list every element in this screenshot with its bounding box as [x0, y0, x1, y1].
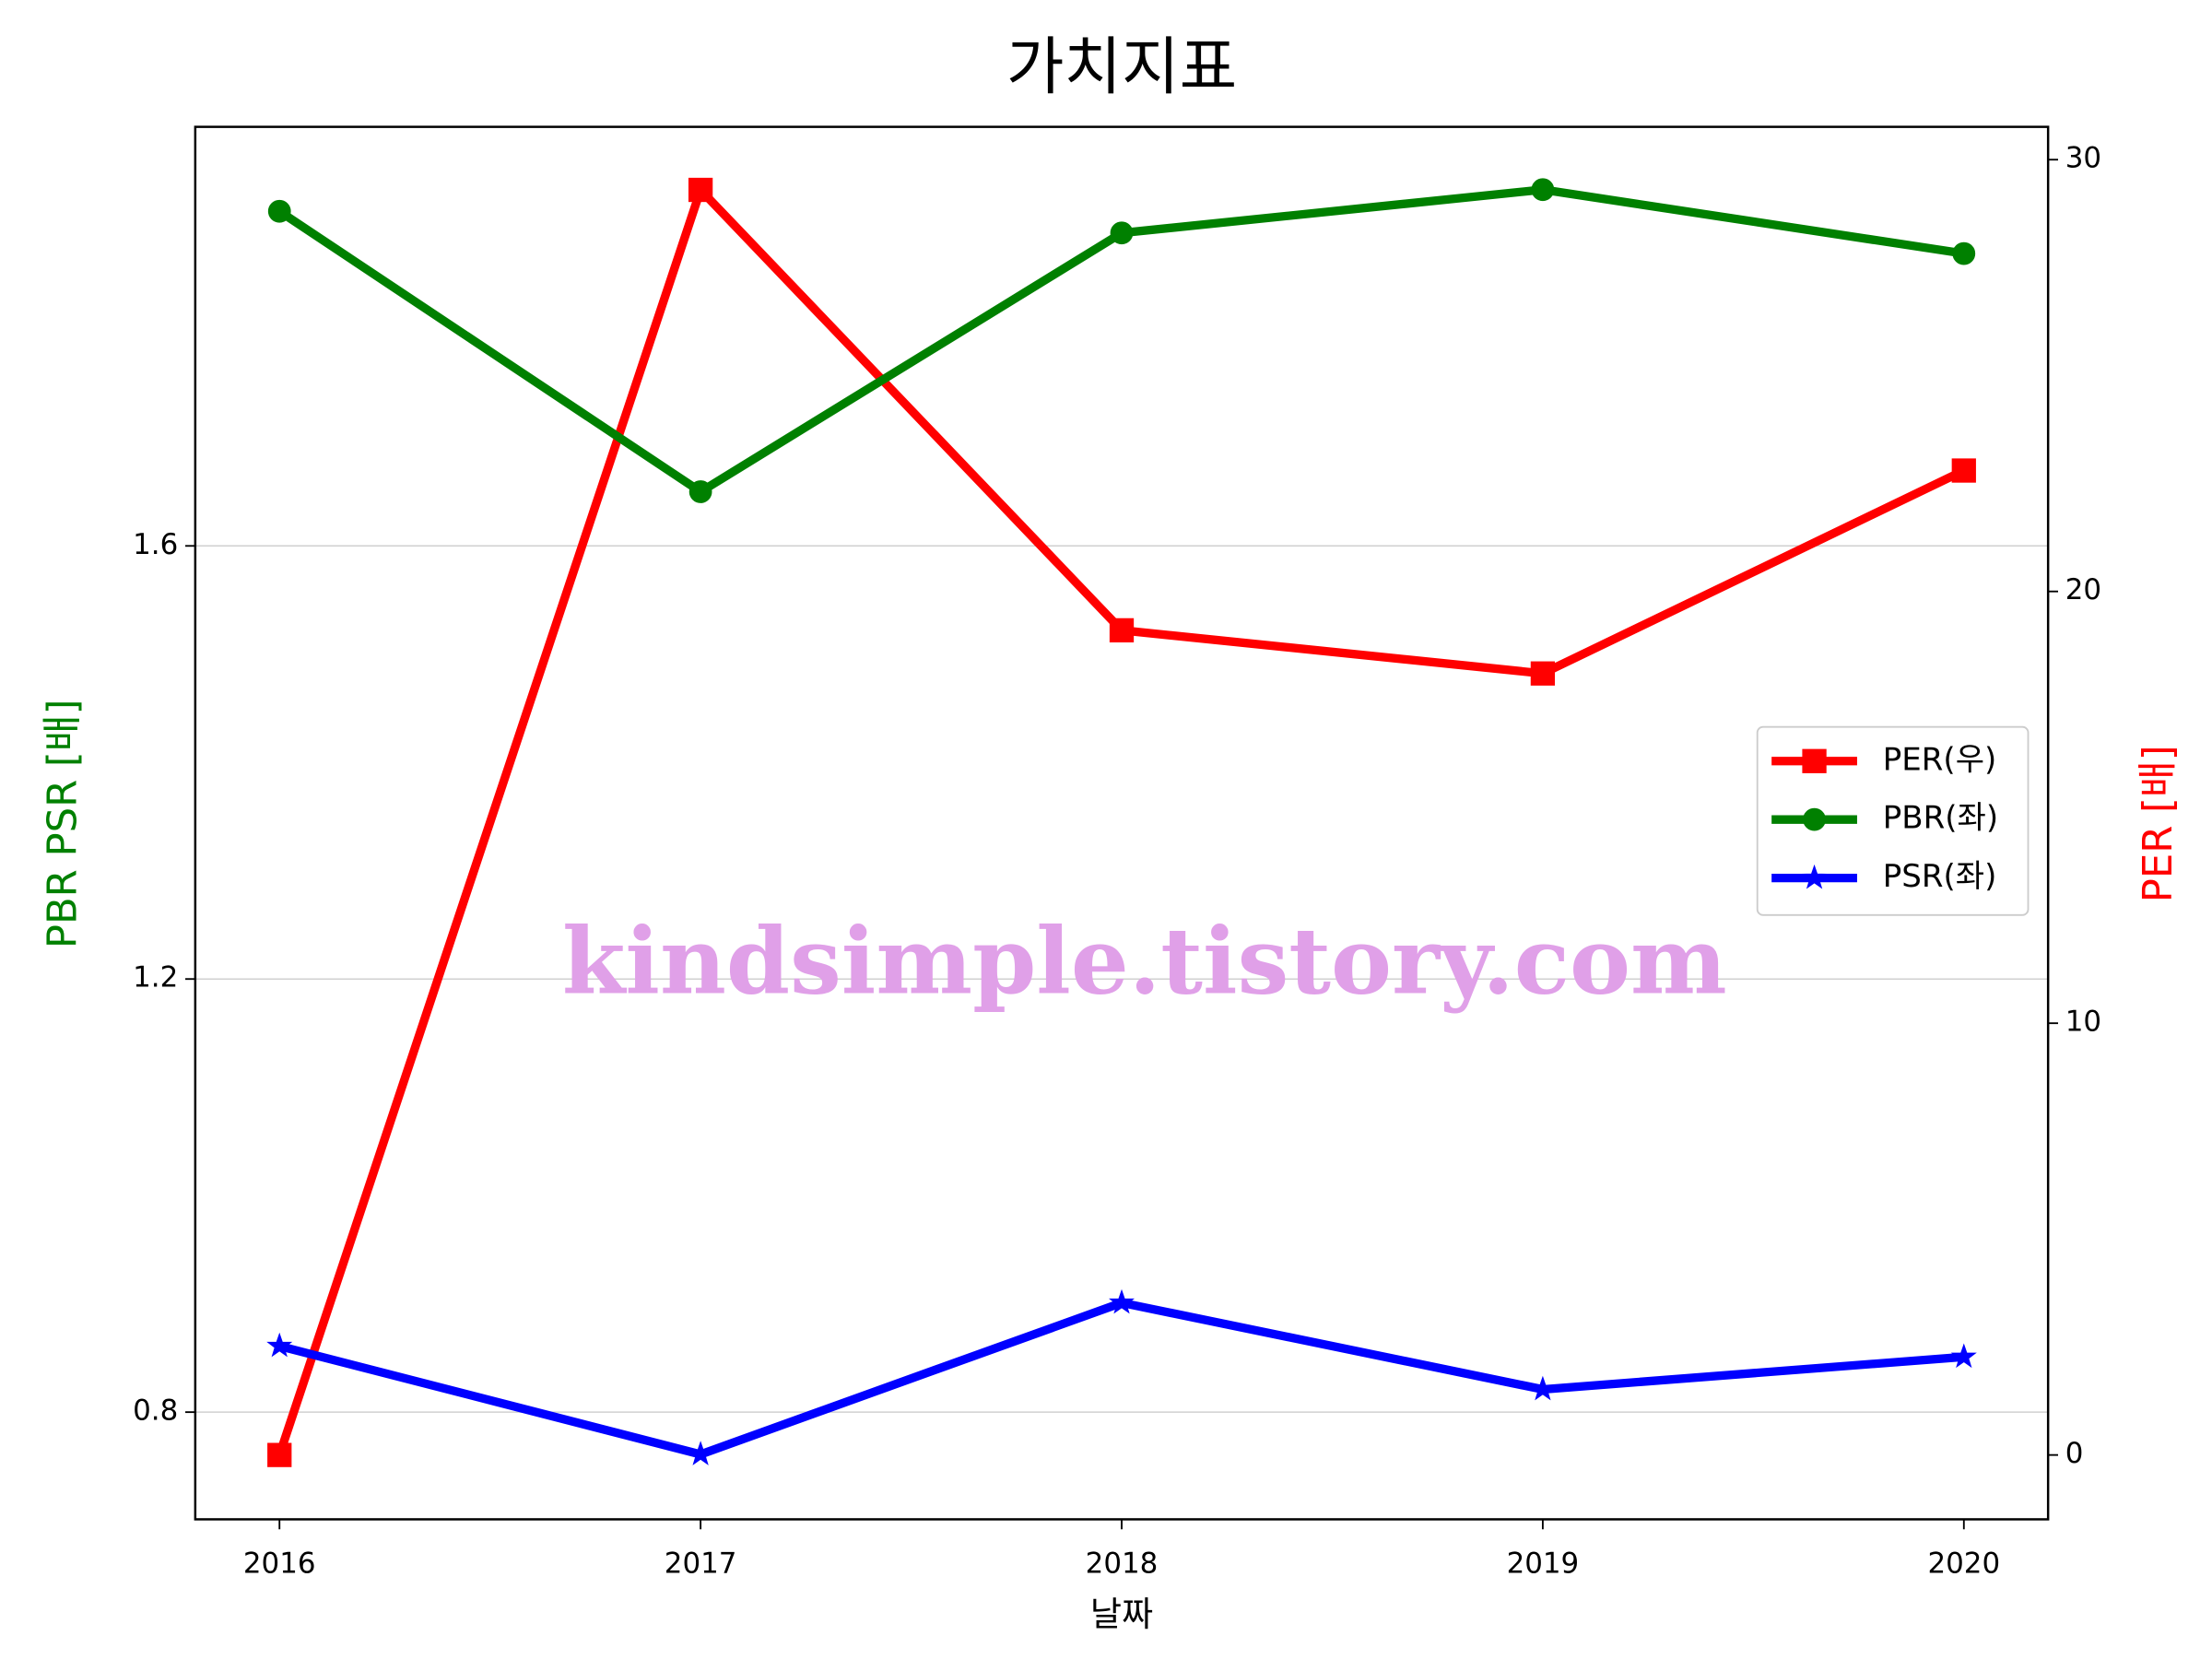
marker	[1529, 1375, 1556, 1401]
y2-tick-label: 0	[2065, 1437, 2084, 1470]
y2-axis-label: PER [배]	[2136, 745, 2182, 902]
x-tick-label: 2018	[1086, 1547, 1159, 1580]
y-axis-label: PBR PSR [배]	[41, 700, 87, 949]
marker	[1951, 458, 1976, 483]
marker	[688, 177, 713, 203]
x-tick-label: 2016	[243, 1547, 316, 1580]
legend-label: PBR(좌)	[1883, 800, 1998, 837]
legend-marker	[1802, 748, 1827, 773]
x-axis-label: 날짜	[1090, 1594, 1153, 1634]
marker	[1109, 618, 1135, 643]
marker	[688, 480, 712, 503]
marker	[267, 1442, 292, 1467]
legend-box	[1756, 725, 2030, 916]
watermark: kindsimple.tistory.com	[562, 908, 1727, 1015]
legend-marker	[1803, 807, 1826, 831]
plot-frame	[194, 125, 2050, 1521]
x-tick-label: 2020	[1927, 1547, 2000, 1580]
marker	[1530, 661, 1556, 686]
marker	[1531, 178, 1555, 202]
y-tick-label: 1.6	[133, 528, 178, 561]
marker	[1108, 1288, 1135, 1314]
marker	[267, 199, 291, 223]
marker	[1950, 1343, 1977, 1369]
legend-label: PER(우)	[1883, 741, 1996, 778]
y-tick-label: 1.2	[133, 961, 178, 994]
x-tick-label: 2017	[665, 1547, 737, 1580]
chart-title: 가치지표	[1006, 31, 1237, 104]
y2-tick-label: 10	[2065, 1006, 2101, 1039]
legend-label: PSR(좌)	[1883, 858, 1997, 895]
y2-tick-label: 20	[2065, 573, 2101, 606]
marker	[1952, 241, 1976, 265]
x-tick-label: 2019	[1507, 1547, 1580, 1580]
legend-marker	[1801, 864, 1828, 889]
marker	[1110, 221, 1134, 245]
y2-tick-label: 30	[2065, 142, 2101, 175]
marker	[688, 1441, 714, 1465]
marker	[266, 1332, 293, 1358]
y-tick-label: 0.8	[133, 1394, 178, 1428]
